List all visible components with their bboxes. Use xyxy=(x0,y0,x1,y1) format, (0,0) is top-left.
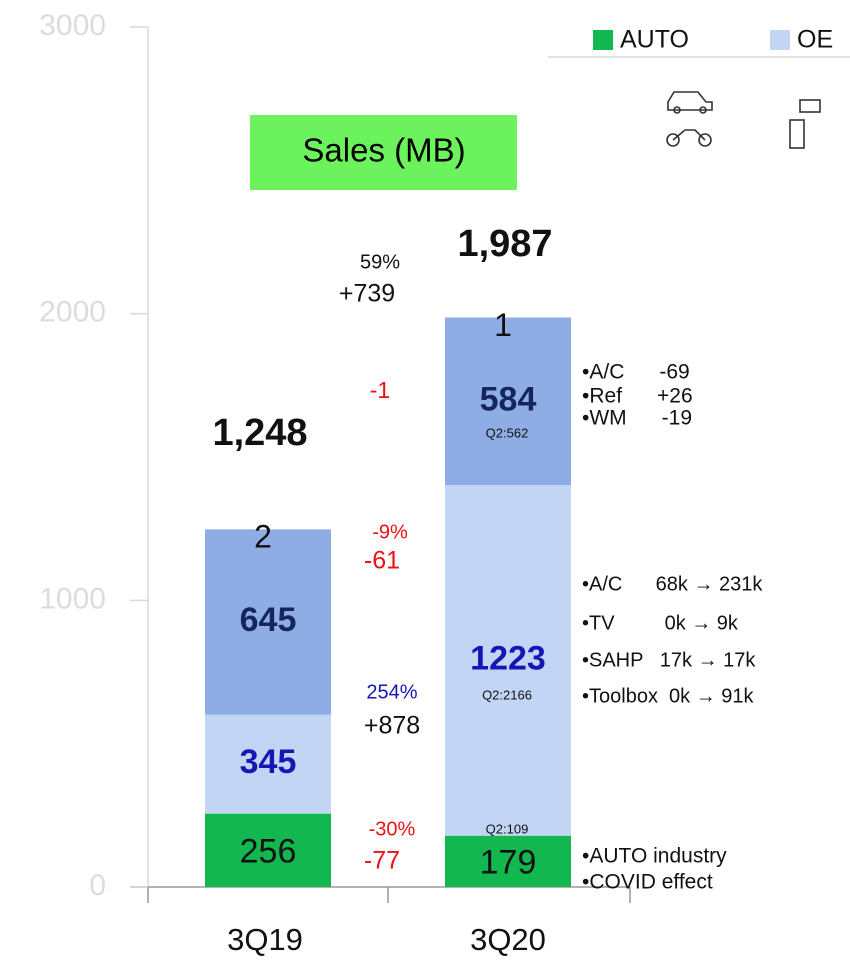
annotation: •TV 0k → 9k xyxy=(582,612,739,634)
annotation: -30% xyxy=(369,818,416,840)
bar-label: 179 xyxy=(480,843,537,881)
icons xyxy=(666,91,821,149)
annotation: 254% xyxy=(366,681,417,703)
annotation: -61 xyxy=(364,547,400,575)
annotation: +739 xyxy=(339,280,395,308)
annotation: Q2:562 xyxy=(486,425,529,440)
legend-swatch xyxy=(593,30,613,50)
bar-label: 1 xyxy=(494,307,512,343)
legend-label: AUTO xyxy=(620,26,689,54)
bar-segment xyxy=(445,317,571,486)
annotation: 1,987 xyxy=(457,223,552,265)
bar-segment xyxy=(205,813,331,887)
annotation: •COVID effect xyxy=(582,871,713,894)
legend-swatch xyxy=(770,30,790,50)
annotation: •Toolbox 0k → 91k xyxy=(582,685,755,707)
bar-label: 1223 xyxy=(470,639,546,677)
y-tick-label: 3000 xyxy=(39,9,106,42)
bar-label: 584 xyxy=(480,380,537,418)
bar-label: 345 xyxy=(240,743,297,781)
bar-segment xyxy=(205,529,331,715)
bar-label: 2 xyxy=(254,519,272,555)
annotation: •WM -19 xyxy=(582,407,692,430)
annotation: -77 xyxy=(364,847,400,875)
y-tick-label: 2000 xyxy=(39,296,106,329)
legend-label: OE xyxy=(797,26,833,54)
annotation: •AUTO industry xyxy=(582,845,727,868)
annotation: 1,248 xyxy=(212,412,307,454)
annotation: Q2:109 xyxy=(486,821,529,836)
bar-label: 645 xyxy=(240,601,297,639)
bar-segment xyxy=(445,835,571,887)
annotation: -1 xyxy=(370,377,390,403)
x-tick-label: 3Q20 xyxy=(470,922,546,957)
title-box xyxy=(250,115,517,190)
bar-segment xyxy=(205,529,331,530)
y-tick-label: 0 xyxy=(89,869,106,902)
annotation: •SAHP 17k → 17k xyxy=(582,649,756,671)
x-tick-label: 3Q19 xyxy=(227,922,303,957)
chart-title: Sales (MB) xyxy=(302,132,465,169)
bar-segment xyxy=(205,714,331,814)
annotation: •A/C -69 xyxy=(582,361,690,384)
annotation: -9% xyxy=(372,521,408,543)
annotation: •A/C 68k → 231k xyxy=(582,573,763,595)
annotation: +878 xyxy=(364,712,420,740)
bar-label: 256 xyxy=(240,832,297,870)
bar-segment xyxy=(445,485,571,836)
annotation: Q2:2166 xyxy=(482,687,532,702)
y-tick-label: 1000 xyxy=(39,582,106,615)
annotation: •Ref +26 xyxy=(582,385,693,408)
annotation: 59% xyxy=(360,251,400,273)
